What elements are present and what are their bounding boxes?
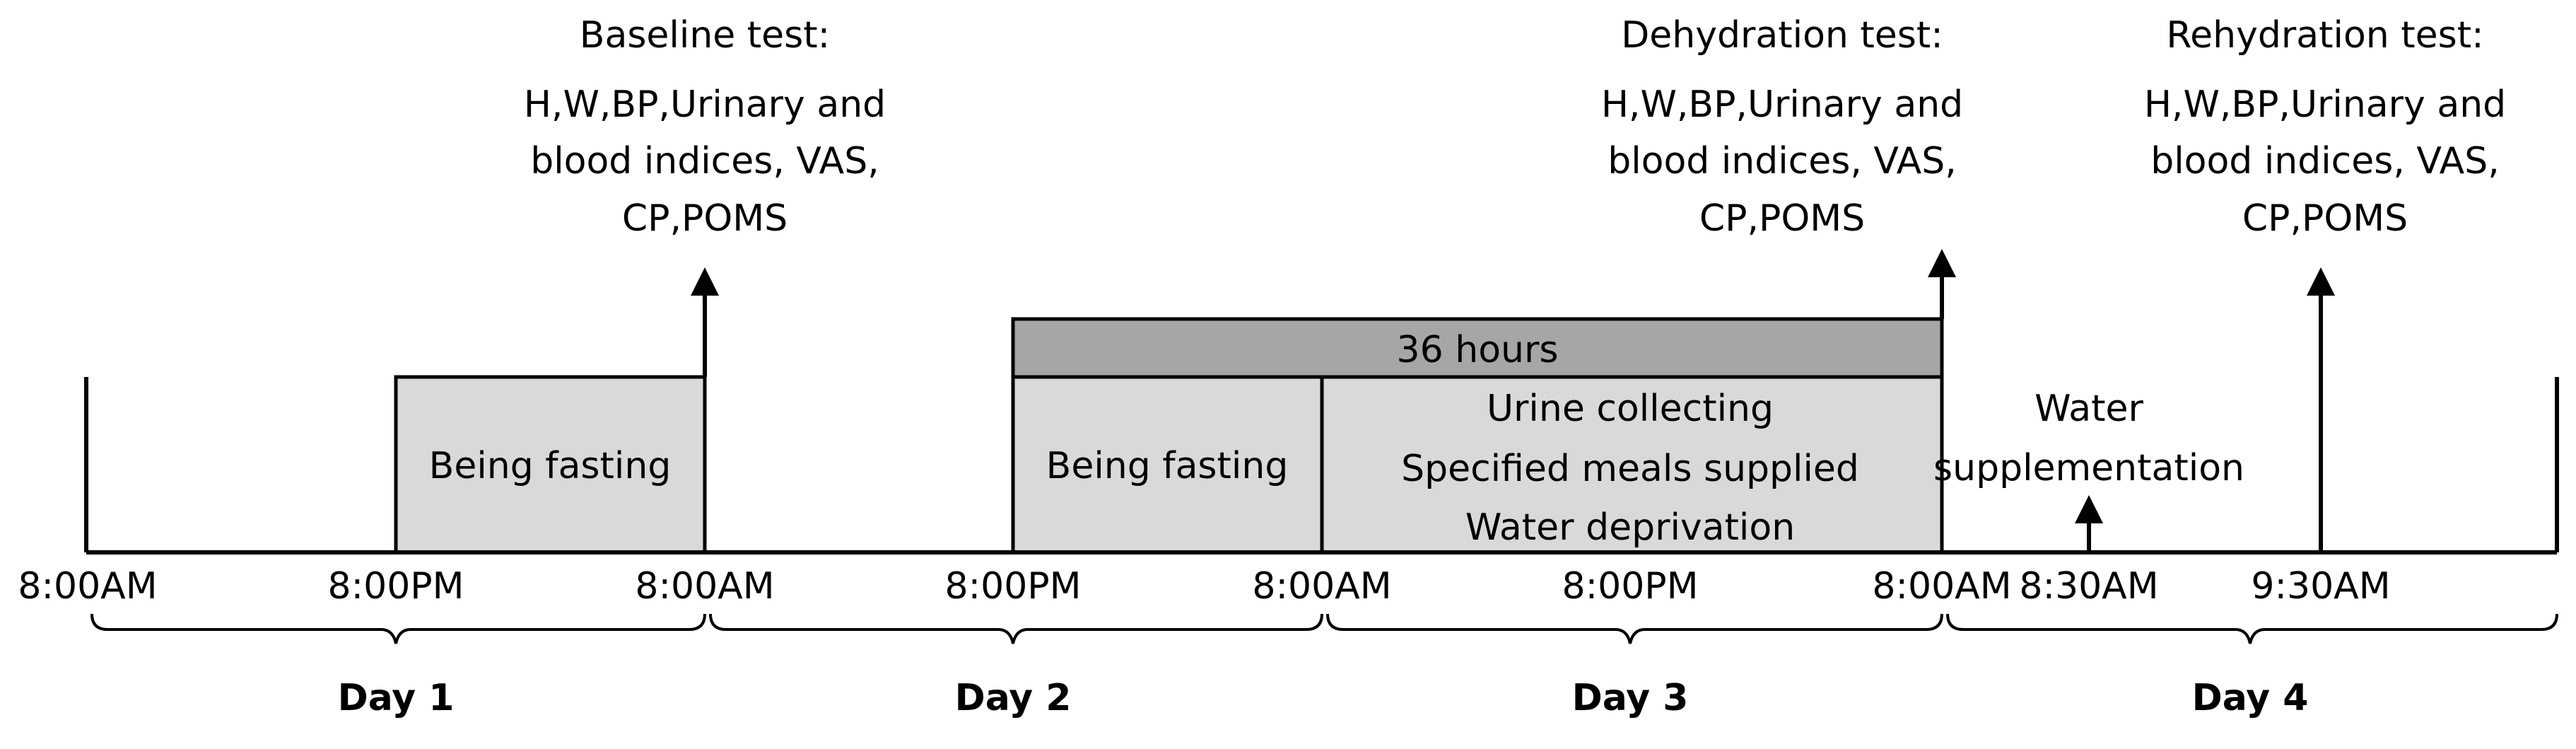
water-supplementation-label-line-2: supplementation bbox=[1933, 447, 2244, 489]
time-label: 8:00PM bbox=[945, 565, 1082, 608]
day-4-label: Day 4 bbox=[2192, 677, 2309, 719]
baseline-test-line-3: CP,POMS bbox=[622, 197, 788, 240]
urine-collecting-label: Urine collecting bbox=[1487, 388, 1774, 430]
time-label: 8:00AM bbox=[18, 565, 157, 608]
water-supplementation-arrowhead bbox=[2075, 495, 2103, 523]
rehydration-test-arrowhead bbox=[2307, 267, 2335, 296]
baseline-test-line-2: blood indices, VAS, bbox=[530, 140, 879, 182]
time-label: 8:00PM bbox=[1562, 565, 1699, 608]
specified-meals-label: Specified meals supplied bbox=[1401, 448, 1859, 490]
time-label: 8:00AM bbox=[1252, 565, 1391, 608]
duration-label: 36 hours bbox=[1397, 329, 1559, 371]
water-supplementation-label-line-1: Water bbox=[2035, 388, 2143, 430]
day-2-label: Day 2 bbox=[955, 677, 1072, 719]
dehydration-test-line-2: blood indices, VAS, bbox=[1608, 140, 1957, 182]
rehydration-test-line-3: CP,POMS bbox=[2242, 197, 2408, 240]
dehydration-test-arrowhead bbox=[1928, 249, 1956, 277]
time-label: 8:30AM bbox=[2019, 565, 2158, 608]
time-label: 8:00AM bbox=[1872, 565, 2011, 608]
dehydration-test-line-3: CP,POMS bbox=[1699, 197, 1865, 240]
fasting-period-2-label: Being fasting bbox=[1046, 445, 1289, 487]
water-deprivation-label: Water deprivation bbox=[1465, 506, 1795, 549]
day-1-label: Day 1 bbox=[338, 677, 455, 719]
day-2-brace bbox=[709, 613, 1323, 644]
water-deprivation-box bbox=[1320, 375, 1944, 555]
baseline-test-title: Baseline test: bbox=[580, 14, 830, 57]
time-label: 8:00PM bbox=[328, 565, 464, 608]
time-label: 9:30AM bbox=[2251, 565, 2390, 608]
day-3-brace bbox=[1326, 613, 1943, 644]
day-3-label: Day 3 bbox=[1572, 677, 1689, 719]
baseline-test-line-1: H,W,BP,Urinary and bbox=[524, 83, 886, 126]
day-1-brace bbox=[90, 613, 706, 644]
rehydration-test-title: Rehydration test: bbox=[2166, 14, 2483, 57]
fasting-period-2-box bbox=[1011, 375, 1324, 555]
day-4-brace bbox=[1946, 613, 2558, 644]
fasting-period-1-box bbox=[394, 375, 707, 555]
rehydration-test-line-1: H,W,BP,Urinary and bbox=[2144, 83, 2506, 126]
dehydration-test-title: Dehydration test: bbox=[1621, 14, 1943, 57]
rehydration-test-line-2: blood indices, VAS, bbox=[2150, 140, 2500, 182]
baseline-test-arrowhead bbox=[691, 267, 719, 296]
dehydration-test-line-1: H,W,BP,Urinary and bbox=[1601, 83, 1963, 126]
duration-36-hours-bar bbox=[1011, 317, 1944, 379]
fasting-period-1-label: Being fasting bbox=[429, 445, 672, 487]
time-label: 8:00AM bbox=[635, 565, 774, 608]
